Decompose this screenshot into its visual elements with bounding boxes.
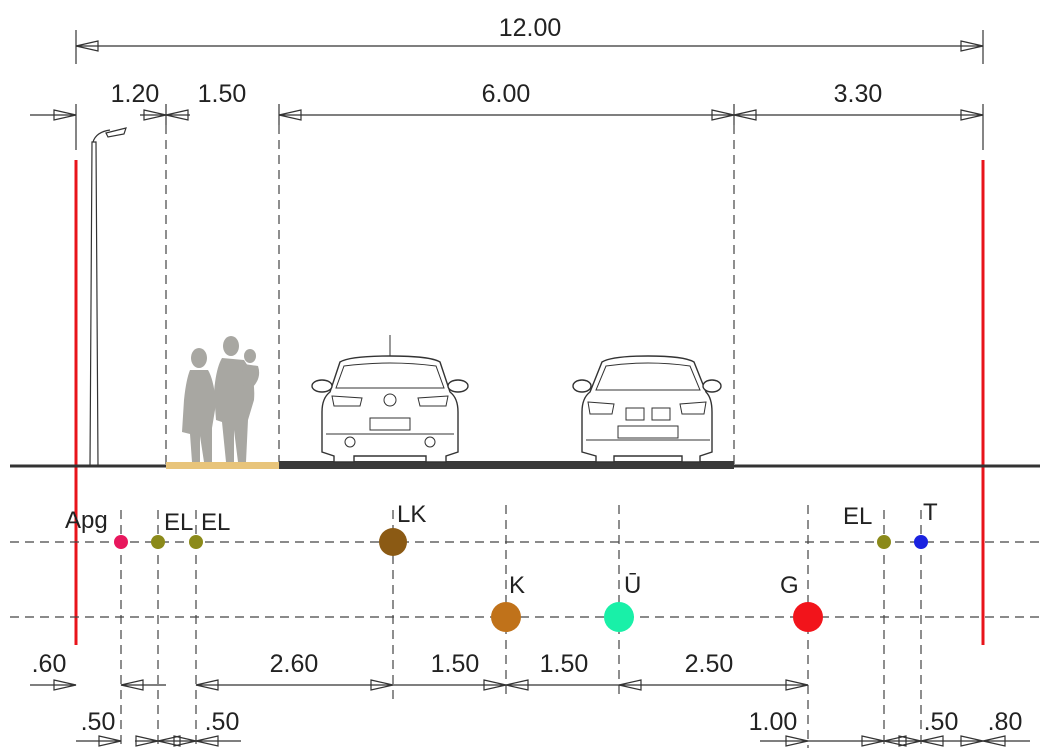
utility-el-label-3: EL	[843, 503, 872, 530]
dim-bottom-2: 2.60	[270, 650, 319, 678]
utility-g-dot	[793, 602, 823, 632]
bottom-dimensions-row2: .50 .50 1.00 .50 .80	[76, 708, 1030, 747]
guide-lines	[165, 125, 735, 466]
dim-bottom-4: 1.50	[540, 650, 589, 678]
utility-u-dot	[604, 602, 634, 632]
pedestrians	[182, 336, 260, 462]
car-rear	[311, 335, 469, 463]
utility-k-label: K	[509, 572, 525, 599]
roadway-surface	[279, 461, 734, 469]
utility-markers: Apg EL EL LK K Ū G EL T	[65, 499, 938, 632]
utility-el-dot-2	[189, 535, 203, 549]
dim-bottom-1: .60	[32, 650, 67, 678]
utility-el-dot-3	[877, 535, 891, 549]
utility-g-label: G	[780, 572, 799, 599]
total-width-dimension: 12.00	[75, 14, 984, 64]
dim-bottom-5: 2.50	[685, 650, 734, 678]
utility-t-dot	[914, 535, 928, 549]
dim-bottom-6: .50	[81, 708, 116, 736]
dim-bottom-3: 1.50	[431, 650, 480, 678]
utility-apg-dot	[114, 535, 128, 549]
dim-bottom-8: 1.00	[749, 708, 798, 736]
top-dimensions: 1.20 1.50 6.00 3.30	[30, 80, 984, 150]
street-lamp	[89, 127, 127, 467]
utility-k-dot	[491, 602, 521, 632]
utility-u-label: Ū	[624, 572, 641, 599]
dim-bottom-9: .50	[924, 708, 959, 736]
dim-top-4: 3.30	[834, 80, 883, 108]
car-front	[572, 355, 722, 463]
utility-el-label-2: EL	[201, 509, 230, 536]
dim-top-1: 1.20	[111, 80, 160, 108]
utility-lk-label: LK	[397, 501, 426, 528]
utility-apg-label: Apg	[65, 507, 108, 534]
bottom-dimensions-row1: .60 2.60 1.50 1.50 2.50	[30, 650, 809, 691]
dim-bottom-7: .50	[205, 708, 240, 736]
utility-el-dot-1	[151, 535, 165, 549]
dim-bottom-10: .80	[988, 708, 1023, 736]
total-width-label: 12.00	[499, 14, 562, 42]
dim-top-2: 1.50	[198, 80, 247, 108]
utility-lk-dot	[379, 528, 407, 556]
dim-top-3: 6.00	[482, 80, 531, 108]
utility-t-label: T	[923, 499, 938, 526]
sidewalk-surface	[166, 462, 279, 469]
utility-el-label-1: EL	[164, 509, 193, 536]
utility-lines	[10, 505, 1040, 748]
